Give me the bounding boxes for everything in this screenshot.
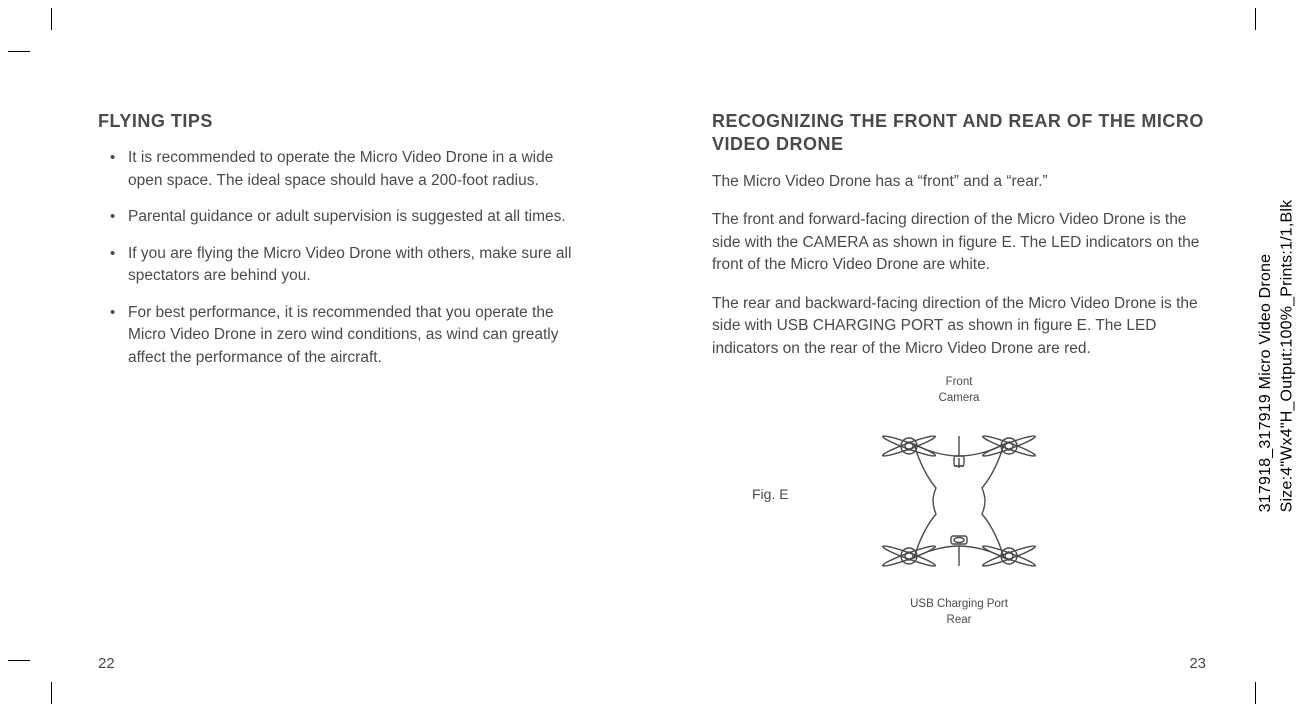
crop-mark (1255, 8, 1256, 30)
crop-mark (1255, 682, 1256, 704)
crop-mark (8, 660, 30, 661)
print-spec-text: 317918_317919 Micro Video Drone Size:4"W… (1255, 200, 1298, 513)
usb-label: USB Charging Port (910, 598, 1008, 610)
tip-item: For best performance, it is recommended … (128, 302, 592, 369)
page-number-left: 22 (98, 655, 115, 672)
drone-icon (864, 406, 1054, 596)
page-right: RECOGNIZING THE FRONT AND REAR OF THE MI… (652, 0, 1304, 712)
tip-item: It is recommended to operate the Micro V… (128, 147, 592, 192)
crop-mark (8, 51, 30, 52)
camera-label: Camera (939, 392, 980, 404)
heading-right: RECOGNIZING THE FRONT AND REAR OF THE MI… (712, 110, 1206, 157)
page-number-right: 23 (1189, 655, 1206, 672)
paragraph: The rear and backward-facing direction o… (712, 293, 1206, 360)
crop-mark (51, 682, 52, 704)
page-left: FLYING TIPS It is recommended to operate… (0, 0, 652, 712)
tip-item: If you are flying the Micro Video Drone … (128, 243, 592, 288)
figure-label: Fig. E (752, 486, 789, 502)
crop-mark (51, 8, 52, 30)
paragraph: The Micro Video Drone has a “front” and … (712, 171, 1206, 193)
tips-list: It is recommended to operate the Micro V… (98, 147, 592, 369)
figure-e: Fig. E Front Camera USB Charging Port Re… (712, 376, 1206, 626)
rear-label: Rear (947, 614, 972, 626)
paragraph: The front and forward-facing direction o… (712, 209, 1206, 276)
tip-item: Parental guidance or adult supervision i… (128, 206, 592, 228)
front-label: Front (946, 376, 973, 388)
heading-left: FLYING TIPS (98, 110, 592, 133)
